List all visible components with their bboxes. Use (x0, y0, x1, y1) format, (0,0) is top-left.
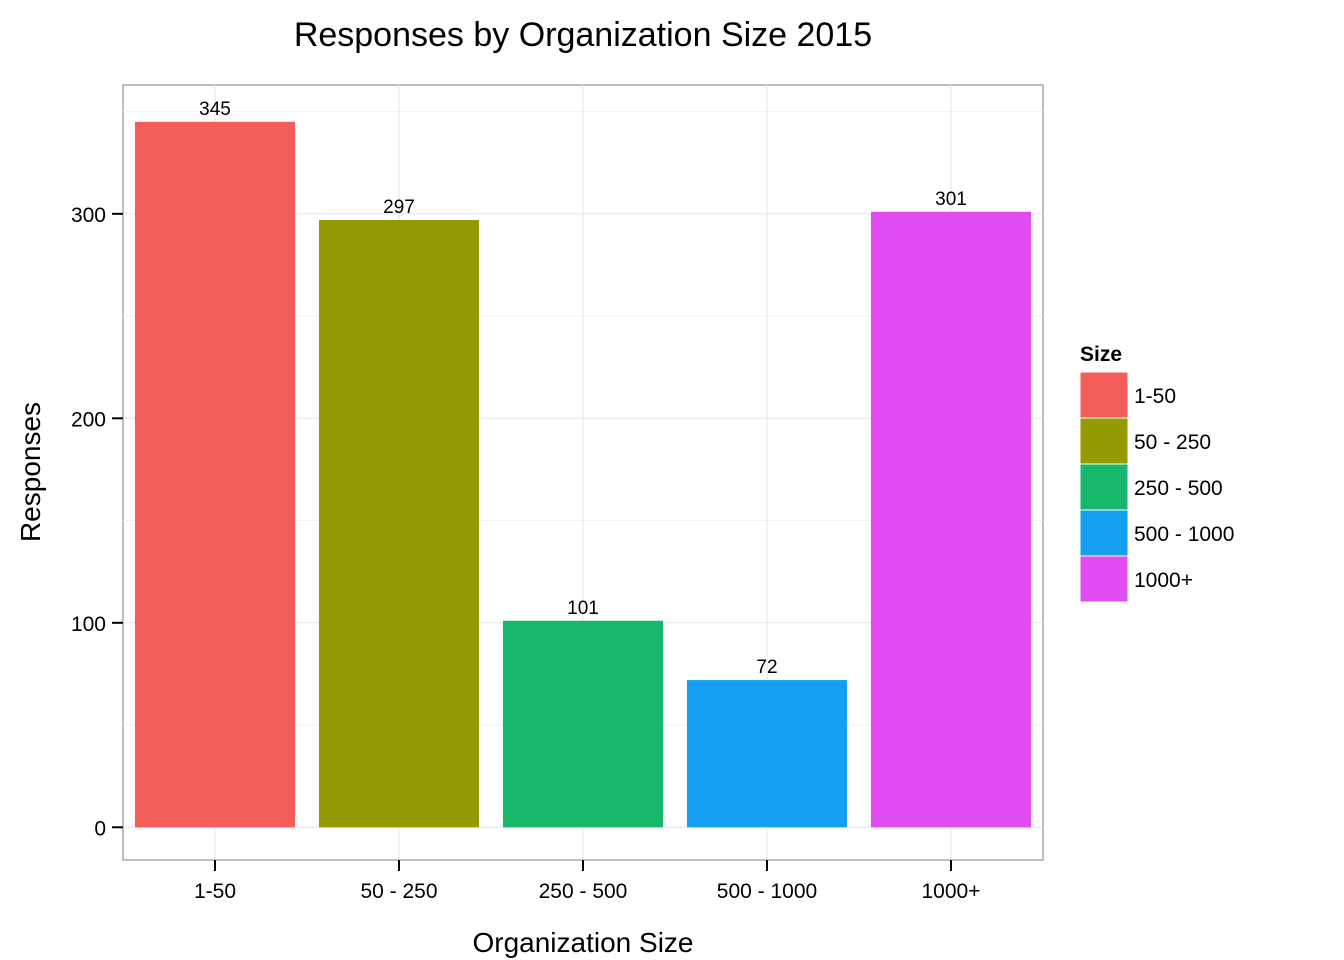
chart-title: Responses by Organization Size 2015 (294, 16, 872, 54)
x-axis: 1-50 50 - 250 250 - 500 500 - 1000 1000+ (194, 860, 981, 903)
y-tick-label: 200 (71, 408, 106, 431)
legend: Size 1-50 50 - 250 250 - 500 500 - 1000 1000… (1079, 343, 1234, 603)
legend-key-4 (1079, 509, 1129, 557)
y-axis: 0 100 200 300 (71, 204, 123, 840)
bar-2 (318, 219, 480, 828)
y-tick-label: 300 (71, 204, 106, 227)
legend-key-3 (1079, 463, 1129, 511)
value-label-1: 345 (199, 99, 231, 120)
y-axis-label: Responses (15, 402, 46, 542)
x-tick-label: 50 - 250 (360, 880, 437, 903)
x-tick-label: 1-50 (194, 880, 236, 903)
legend-label-4: 500 - 1000 (1134, 523, 1234, 546)
legend-label-1: 1-50 (1134, 385, 1176, 408)
legend-label-2: 50 - 250 (1134, 431, 1211, 454)
x-tick-label: 1000+ (922, 880, 981, 903)
x-axis-label: Organization Size (472, 927, 693, 958)
legend-label-3: 250 - 500 (1134, 477, 1223, 500)
x-tick-label: 500 - 1000 (717, 880, 817, 903)
legend-label-5: 1000+ (1134, 569, 1193, 592)
legend-key-5 (1079, 555, 1129, 603)
value-label-2: 297 (383, 197, 415, 218)
bar-5 (870, 211, 1032, 828)
bars-group (134, 121, 1032, 828)
y-tick-label: 0 (94, 817, 106, 840)
legend-title: Size (1080, 343, 1122, 366)
value-label-4: 72 (756, 657, 777, 678)
x-tick-label: 250 - 500 (539, 880, 628, 903)
bar-1 (134, 121, 296, 828)
value-label-5: 301 (935, 189, 967, 210)
legend-key-1 (1079, 371, 1129, 419)
value-label-3: 101 (567, 598, 599, 619)
bar-4 (686, 680, 848, 828)
y-tick-label: 100 (71, 613, 106, 636)
value-labels-group: 345 297 101 72 301 (199, 99, 967, 678)
legend-key-2 (1079, 417, 1129, 465)
bar-3 (502, 620, 664, 828)
